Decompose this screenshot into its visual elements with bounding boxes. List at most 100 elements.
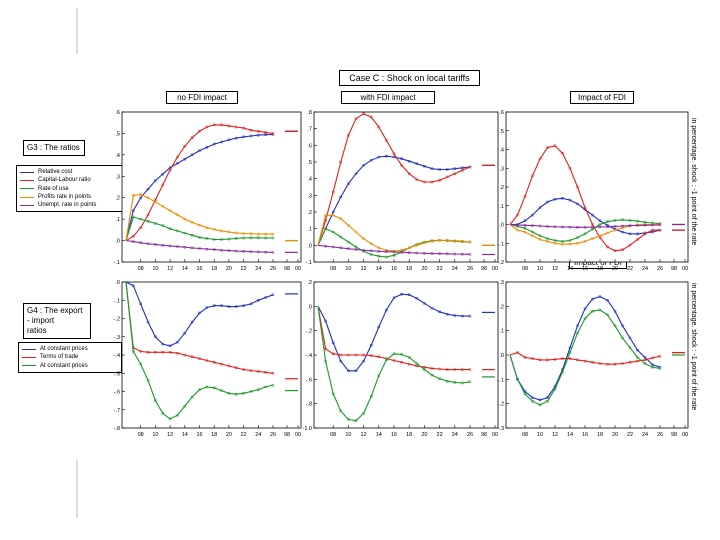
y-tick-label: .3 [499,166,504,172]
data-point [198,357,201,360]
data-point [546,396,549,399]
data-point [643,224,647,227]
x-tick-label: 18 [406,266,412,272]
data-point [132,209,135,212]
data-point [168,168,172,172]
data-point [332,392,335,396]
data-point [176,229,179,233]
data-point [468,380,472,383]
data-point [227,230,231,234]
data-point [377,155,380,159]
data-point [377,125,380,129]
data-point [461,314,464,318]
data-point [568,351,572,354]
data-point [198,247,201,250]
data-point [212,123,216,127]
x-tick-label: 14 [376,432,382,438]
data-point [183,145,187,148]
data-point [628,224,632,227]
data-point [628,243,632,247]
x-tick-label: 08 [330,432,336,438]
x-tick-label: 12 [167,432,173,438]
data-point [205,306,209,309]
data-point [415,364,418,368]
y-tick-label: .0 [499,353,504,359]
data-point [438,168,441,171]
y-tick-label: .2 [307,210,312,216]
data-point [257,370,260,373]
data-point [531,357,534,360]
x-tick-label: 20 [226,432,232,438]
data-point [139,362,142,366]
data-point [553,242,557,245]
data-point [271,236,275,240]
data-point [523,356,527,359]
data-point [636,359,639,363]
data-point [385,139,388,142]
data-point [139,241,142,244]
data-point [190,320,194,324]
data-point [430,252,434,255]
x-tick-label: 26 [657,266,663,272]
data-point [538,234,542,237]
data-point [242,232,245,235]
data-point [583,226,587,229]
data-point [249,250,253,253]
y-tick-label: .8 [307,110,312,116]
x-tick-label: 16 [582,266,588,272]
data-point [161,342,164,346]
data-point [415,162,418,165]
data-point [643,362,647,365]
y-tick-label: -.2 [498,402,504,408]
data-point [385,255,388,259]
data-point [591,213,594,217]
data-point [598,225,602,229]
data-point [523,224,527,227]
data-point [220,123,223,127]
data-point [523,392,527,396]
data-point [220,389,223,392]
data-point [538,224,542,228]
y-tick-label: .5 [499,129,504,135]
data-point [583,307,587,310]
data-point [392,250,396,254]
data-point [553,387,557,391]
data-point [370,159,373,162]
data-point [568,357,572,360]
x-tick-label: 22 [437,432,443,438]
data-point [583,240,587,243]
left-rule-top [76,8,78,54]
y-tick-label: .2 [499,304,504,310]
data-point [576,324,579,327]
data-point [392,155,396,159]
x-tick-label: 10 [537,266,543,272]
y-tick-label: .2 [115,196,120,202]
data-point [249,232,253,235]
y-tick-label: .2 [307,280,312,286]
panel-frame [505,281,689,429]
data-point [613,219,617,222]
legend-swatch [22,365,36,367]
data-point [354,369,358,373]
data-point [423,180,426,184]
data-point [377,325,380,329]
y-tick-label: .5 [115,131,120,137]
data-point [546,237,549,240]
data-point [523,195,527,198]
data-point [354,172,358,175]
data-point [271,251,275,254]
data-point [339,235,342,239]
x-tick-label: 22 [627,432,633,438]
data-point [139,302,142,306]
data-point [546,200,549,204]
data-point [438,239,441,242]
y-tick-label: .3 [499,280,504,286]
data-point [264,131,267,134]
y-tick-label: -.1 [498,241,504,247]
data-point [613,225,617,228]
data-point [370,395,373,398]
data-point [430,367,434,370]
data-point [176,155,179,159]
data-point [453,167,456,170]
data-point [205,247,209,251]
